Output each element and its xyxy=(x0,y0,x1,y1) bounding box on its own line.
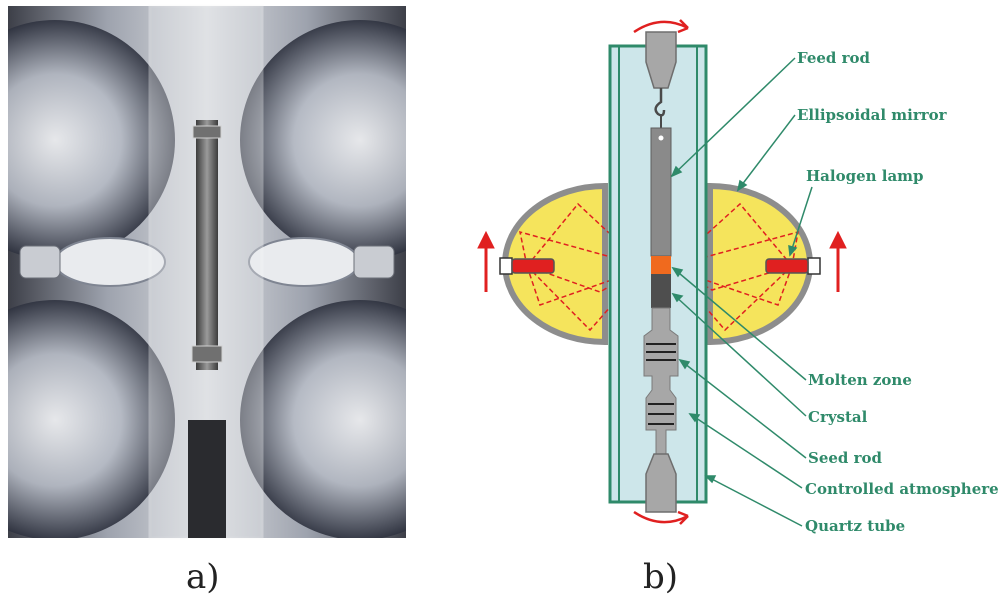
molten-zone xyxy=(651,256,671,274)
photo-feed-rod xyxy=(196,120,218,270)
leader-ellipsoidal-mirror xyxy=(737,114,796,191)
feed-rod-hole xyxy=(658,135,664,141)
leader-feed-rod xyxy=(671,57,796,177)
leader-controlled-atmosphere xyxy=(689,413,803,489)
label-crystal: Crystal xyxy=(808,408,868,426)
photo-mirror-left-bottom xyxy=(0,300,175,540)
rotation-arrow-top xyxy=(633,20,689,34)
halogen-lamp-right xyxy=(765,257,821,275)
label-ellipsoidal-mirror: Ellipsoidal mirror xyxy=(797,106,948,124)
hook xyxy=(654,88,666,117)
leader-molten-zone xyxy=(672,267,807,381)
photo-lamp-right xyxy=(248,237,360,287)
rotation-arrow-bottom-head xyxy=(677,510,689,525)
seed-rod-holder xyxy=(645,453,677,513)
crystal xyxy=(651,274,671,308)
photo-edge-mask-right xyxy=(406,0,506,601)
photo-mirror-left-top xyxy=(0,20,175,260)
motion-arrow-right xyxy=(829,230,847,292)
label-controlled-atmosphere: Controlled atmosphere xyxy=(805,480,999,498)
leader-quartz-tube xyxy=(705,475,803,527)
photo-wire-top xyxy=(192,125,222,139)
photo-lamp-socket-left xyxy=(19,245,61,279)
motion-arrow-left xyxy=(477,230,495,292)
photo-lamp-socket-right xyxy=(353,245,395,279)
leader-crystal xyxy=(672,293,807,417)
feed-rod xyxy=(650,127,672,257)
rotation-arrow-top-head xyxy=(677,19,689,34)
photo-crystal xyxy=(196,270,218,370)
photo-wire-bottom xyxy=(191,345,223,363)
label-halogen-lamp: Halogen lamp xyxy=(806,167,924,185)
caption-b: b) xyxy=(643,557,678,597)
leader-lines xyxy=(670,57,813,527)
label-seed-rod: Seed rod xyxy=(808,449,883,467)
seed-rod-bands xyxy=(646,343,676,425)
photo-edge-mask-bottom xyxy=(0,538,420,601)
halogen-lamp-left xyxy=(499,257,555,275)
photo-edge-mask-top xyxy=(0,0,420,6)
label-quartz-tube: Quartz tube xyxy=(805,517,905,535)
label-molten-zone: Molten zone xyxy=(808,371,912,389)
photo-seed-holder xyxy=(188,420,226,538)
leader-seed-rod xyxy=(679,359,807,459)
leader-halogen-lamp xyxy=(789,186,813,256)
schematic-panel: Feed rod Ellipsoidal mirror Halogen lamp… xyxy=(477,19,999,535)
label-feed-rod: Feed rod xyxy=(797,49,871,67)
rotation-arrow-bottom xyxy=(633,510,689,524)
feed-rod-holder xyxy=(645,31,677,89)
photo-edge-mask-left xyxy=(0,0,8,601)
caption-a: a) xyxy=(186,557,220,597)
photo-panel xyxy=(0,0,506,601)
